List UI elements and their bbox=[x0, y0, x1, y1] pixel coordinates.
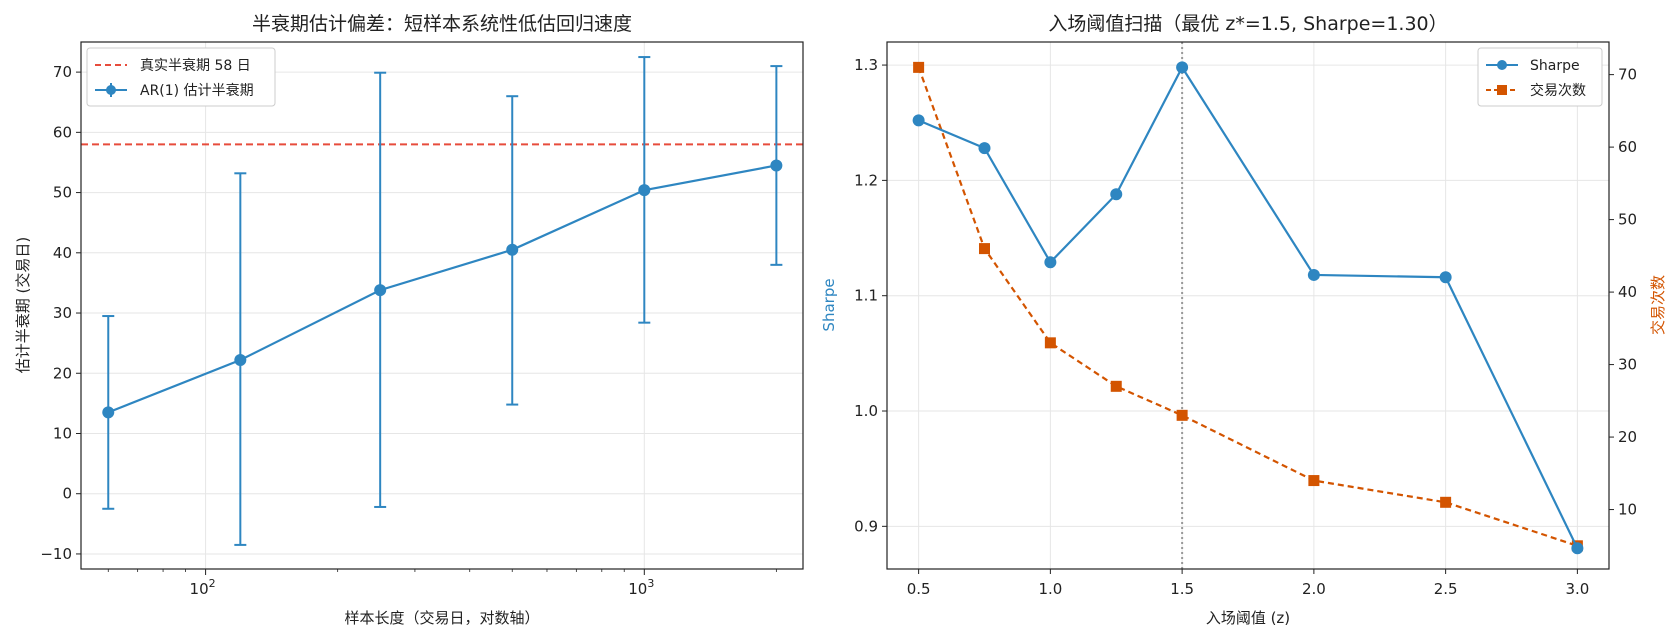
right-y2-tick-label: 60 bbox=[1618, 138, 1637, 156]
right-y-tick-label: 0.9 bbox=[854, 517, 878, 535]
right-y2-tick-label: 10 bbox=[1618, 501, 1637, 519]
trades-point bbox=[1440, 496, 1452, 508]
trades-point bbox=[1308, 475, 1320, 487]
right-y2-tick-label: 70 bbox=[1618, 66, 1637, 84]
sharpe-point bbox=[1439, 271, 1452, 284]
left-x-tick-label: 103 bbox=[628, 577, 654, 598]
estimate-point bbox=[374, 284, 387, 297]
trades-point bbox=[1176, 409, 1188, 421]
right-x-tick-label: 1.0 bbox=[1038, 580, 1062, 598]
trades-point bbox=[978, 243, 990, 255]
trades-line bbox=[917, 66, 1578, 547]
left-y-tick-label: 70 bbox=[53, 63, 72, 81]
sharpe-point bbox=[1044, 256, 1057, 269]
left-x-ticks: 102 103 bbox=[107, 569, 777, 598]
trades-point bbox=[913, 61, 925, 73]
left-y-tick-label: 60 bbox=[53, 123, 72, 141]
estimate-point bbox=[506, 243, 519, 256]
left-y-tick-label: 10 bbox=[53, 424, 72, 442]
right-y-axis-label: Sharpe bbox=[820, 278, 838, 331]
right-y-tick-label: 1.2 bbox=[854, 171, 878, 189]
left-legend: 真实半衰期 58 日 AR(1) 估计半衰期 bbox=[86, 47, 276, 107]
legend-true-halflife-label: 真实半衰期 58 日 bbox=[140, 57, 251, 74]
sharpe-point bbox=[1176, 61, 1189, 74]
right-right-y-ticks: 10 20 30 40 50 60 70 bbox=[1609, 66, 1637, 519]
left-chart: −10 0 10 20 30 40 50 60 70 102 103 半衰期估计偏差：短样本系统性… bbox=[14, 13, 804, 627]
legend-sharpe-label: Sharpe bbox=[1530, 58, 1580, 74]
left-y-tick-label: 50 bbox=[53, 184, 72, 202]
left-y-tick-label: 30 bbox=[53, 304, 72, 322]
estimate-point bbox=[770, 159, 783, 172]
right-x-tick-label: 2.5 bbox=[1434, 580, 1458, 598]
left-y-tick-label: 20 bbox=[53, 364, 72, 382]
right-x-axis-label: 入场阈值 (z) bbox=[1206, 609, 1290, 627]
right-x-tick-label: 1.5 bbox=[1170, 580, 1194, 598]
right-x-tick-label: 3.0 bbox=[1565, 580, 1589, 598]
left-x-tick-label: 102 bbox=[190, 577, 216, 598]
legend-estimate-label: AR(1) 估计半衰期 bbox=[140, 82, 254, 99]
right-x-ticks: 0.5 1.0 1.5 2.0 2.5 3.0 bbox=[907, 569, 1589, 598]
left-y-axis-label: 估计半衰期 (交易日) bbox=[14, 237, 32, 373]
sharpe-point bbox=[912, 114, 925, 127]
estimate-line bbox=[107, 164, 777, 414]
trades-series bbox=[913, 61, 1583, 552]
left-y-tick-label: −10 bbox=[40, 545, 72, 563]
right-y2-axis-label: 交易次数 bbox=[1649, 275, 1667, 335]
trades-point bbox=[1110, 380, 1122, 392]
left-legend-box bbox=[86, 47, 276, 107]
estimate-point bbox=[102, 406, 115, 419]
right-left-y-ticks: 0.9 1.0 1.1 1.2 1.3 bbox=[854, 56, 887, 535]
right-plot-frame bbox=[886, 41, 1610, 570]
left-plot-frame bbox=[80, 41, 804, 570]
legend-trades-label: 交易次数 bbox=[1530, 82, 1586, 99]
right-y-tick-label: 1.3 bbox=[854, 56, 878, 74]
sharpe-line bbox=[918, 65, 1579, 549]
right-legend-box bbox=[1477, 47, 1603, 107]
left-y-tick-label: 40 bbox=[53, 244, 72, 262]
estimate-point bbox=[638, 184, 651, 197]
right-y2-tick-label: 20 bbox=[1618, 428, 1637, 446]
right-chart: 0.9 1.0 1.1 1.2 1.3 10 20 30 40 50 60 70 0.5 1.0 1.5… bbox=[820, 13, 1667, 627]
legend-estimate-marker bbox=[106, 85, 116, 95]
sharpe-point bbox=[1571, 542, 1584, 555]
sharpe-point bbox=[978, 142, 991, 155]
sharpe-point bbox=[1307, 268, 1320, 281]
left-x-axis-label: 样本长度（交易日，对数轴） bbox=[344, 609, 539, 627]
legend-trades-marker bbox=[1497, 85, 1507, 95]
right-chart-title: 入场阈值扫描（最优 z*=1.5, Sharpe=1.30） bbox=[1048, 13, 1447, 35]
right-y2-tick-label: 50 bbox=[1618, 211, 1637, 229]
error-bars bbox=[102, 56, 783, 546]
estimate-series bbox=[102, 159, 783, 419]
sharpe-series bbox=[912, 61, 1584, 555]
left-y-ticks: −10 0 10 20 30 40 50 60 70 bbox=[40, 63, 81, 563]
right-y2-tick-label: 30 bbox=[1618, 356, 1637, 374]
estimate-point bbox=[234, 354, 247, 367]
right-x-tick-label: 0.5 bbox=[907, 580, 931, 598]
right-y-tick-label: 1.0 bbox=[854, 402, 878, 420]
right-x-tick-label: 2.0 bbox=[1302, 580, 1326, 598]
left-chart-title: 半衰期估计偏差：短样本系统性低估回归速度 bbox=[252, 13, 632, 35]
sharpe-point bbox=[1110, 188, 1123, 201]
right-y-tick-label: 1.1 bbox=[854, 287, 878, 305]
right-y2-tick-label: 40 bbox=[1618, 283, 1637, 301]
legend-sharpe-marker bbox=[1497, 60, 1507, 70]
left-grid bbox=[81, 42, 803, 569]
right-legend: Sharpe 交易次数 bbox=[1477, 47, 1603, 107]
left-y-tick-label: 0 bbox=[62, 485, 72, 503]
trades-point bbox=[1044, 337, 1056, 349]
right-grid bbox=[887, 42, 1609, 569]
